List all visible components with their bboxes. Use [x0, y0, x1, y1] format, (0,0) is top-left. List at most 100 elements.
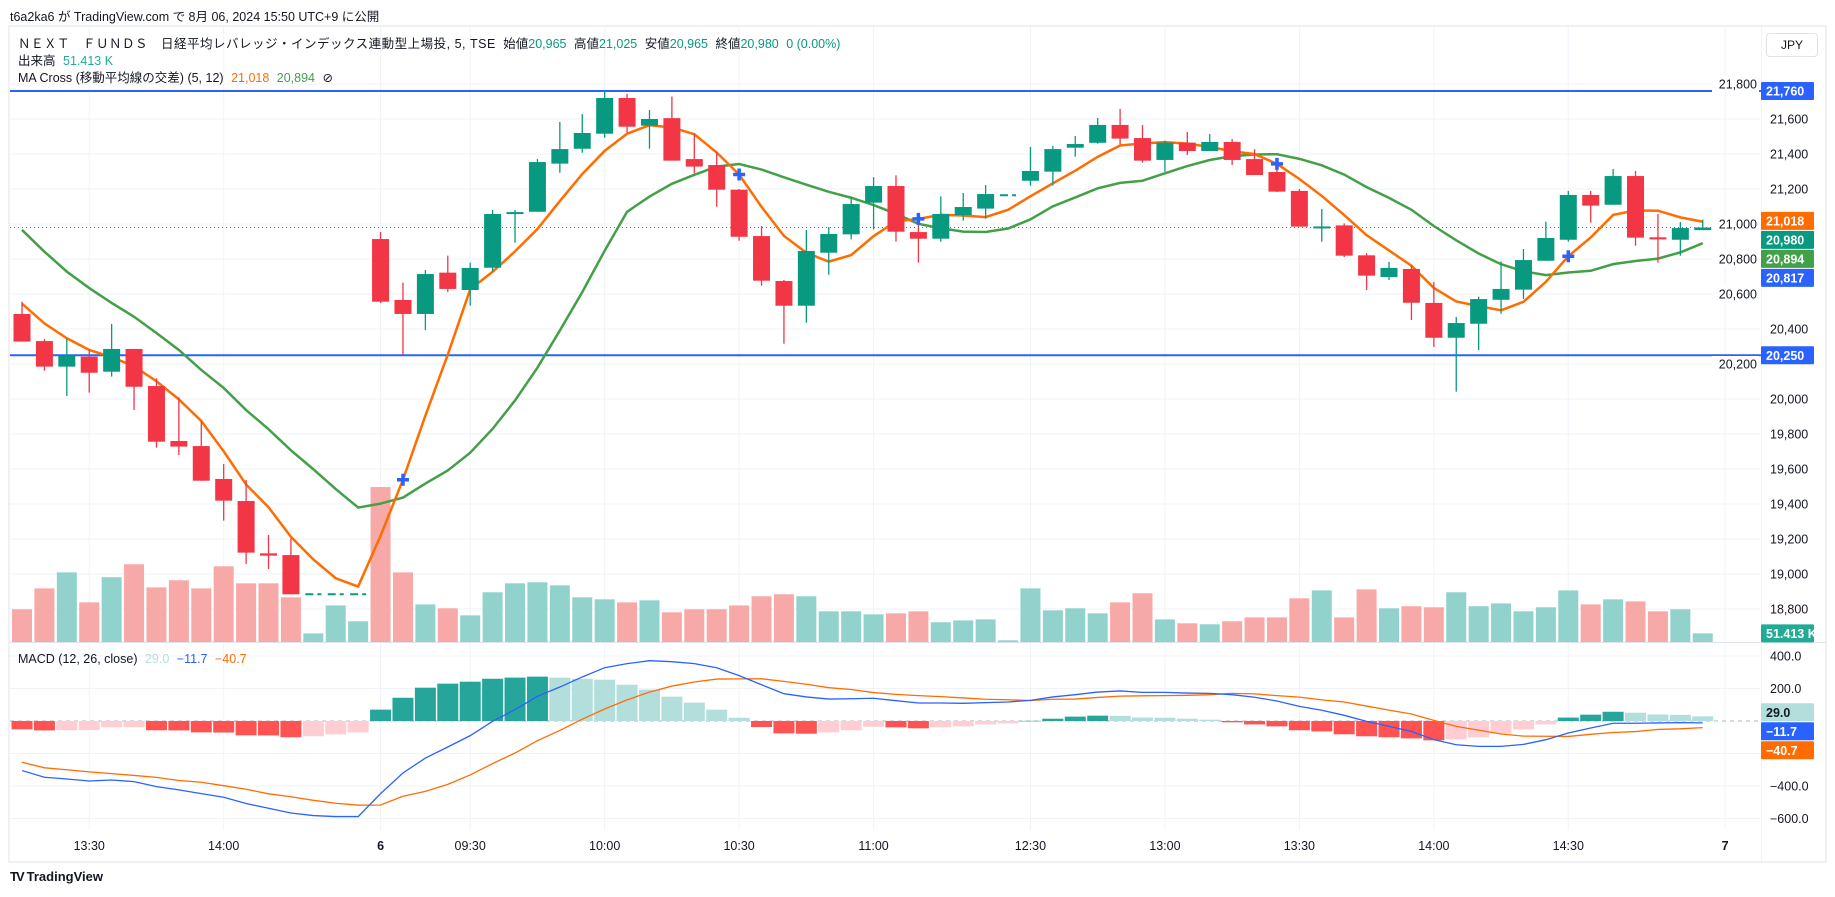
candle[interactable]	[237, 480, 255, 565]
volume-bar	[56, 572, 77, 642]
macd-axis[interactable]: 400.0 200.0 −400.0 −600.0 29.0 −11.7 −40.7	[1761, 650, 1814, 827]
candle[interactable]	[215, 463, 233, 521]
ma-cross-legend[interactable]: MA Cross (移動平均線の交差) (5, 12) 21,018 20,89…	[18, 67, 337, 86]
candle[interactable]	[596, 91, 614, 138]
candle[interactable]	[685, 133, 703, 174]
candle-body	[192, 446, 210, 481]
candle[interactable]	[1044, 145, 1062, 186]
candle[interactable]	[1649, 214, 1667, 263]
candle[interactable]	[820, 226, 838, 275]
candle[interactable]	[1223, 138, 1241, 166]
candle[interactable]	[103, 323, 121, 377]
candle[interactable]	[1290, 189, 1308, 227]
candle[interactable]	[977, 184, 995, 219]
price-tick-label: 20,800	[1719, 253, 1757, 267]
candle[interactable]	[842, 196, 860, 240]
candle[interactable]	[125, 348, 143, 411]
candle[interactable]	[282, 538, 300, 595]
candle[interactable]	[1425, 281, 1443, 348]
symbol-title[interactable]: ＮＥＸＴ ＦＵＮＤＳ 日経平均レバレッジ・インデックス連動型上場投, 5, TS…	[18, 37, 496, 51]
candle[interactable]	[170, 397, 188, 455]
candle[interactable]	[640, 110, 658, 149]
candle[interactable]	[484, 210, 502, 272]
candle[interactable]	[1447, 316, 1465, 392]
candle[interactable]	[865, 177, 883, 230]
candle[interactable]	[506, 210, 524, 243]
candle-body	[797, 250, 815, 306]
candle[interactable]	[1246, 149, 1264, 175]
candle[interactable]	[1537, 221, 1555, 261]
candle[interactable]	[1111, 109, 1129, 145]
candle-body	[640, 119, 658, 126]
candle[interactable]	[618, 93, 636, 133]
candle[interactable]	[416, 270, 434, 331]
candle[interactable]	[708, 151, 726, 207]
candle[interactable]	[1201, 134, 1219, 152]
candle[interactable]	[1313, 208, 1331, 242]
candle[interactable]	[1604, 169, 1622, 205]
candle[interactable]	[394, 282, 412, 356]
candle[interactable]	[1268, 166, 1286, 192]
candle[interactable]	[1470, 296, 1488, 350]
candle-body	[416, 274, 434, 314]
candle[interactable]	[887, 175, 905, 242]
candle[interactable]	[439, 255, 457, 293]
candle[interactable]	[753, 226, 771, 286]
candle[interactable]	[1559, 190, 1577, 242]
candle[interactable]	[1694, 219, 1712, 231]
candle-body	[1358, 255, 1376, 276]
hidden-eye-icon[interactable]: ⊘	[322, 71, 333, 85]
candle[interactable]	[1380, 261, 1398, 280]
candle[interactable]	[551, 121, 569, 173]
time-label: 14:30	[1553, 839, 1584, 853]
candle[interactable]	[461, 262, 479, 306]
time-axis[interactable]: 13:30 14:00 6 09:30 10:00 10:30 11:00 12:30 13:0…	[74, 839, 1729, 853]
candle[interactable]	[573, 114, 591, 153]
candle[interactable]	[1582, 190, 1600, 223]
candle[interactable]	[35, 338, 53, 371]
currency-button[interactable]: JPY	[1766, 33, 1818, 57]
volume-bar	[1401, 606, 1422, 642]
candle[interactable]	[730, 189, 748, 241]
candle[interactable]	[528, 159, 546, 212]
candle[interactable]	[260, 534, 278, 569]
candle[interactable]	[192, 420, 210, 481]
candle[interactable]	[1335, 223, 1353, 258]
candle[interactable]	[58, 338, 76, 397]
candle[interactable]	[1089, 117, 1107, 144]
candle[interactable]	[909, 225, 927, 263]
price-axis[interactable]: 21,800 21,600 21,400 21,200 21,000 20,800 20,6…	[1712, 27, 1817, 862]
price-pane[interactable]	[10, 90, 1761, 642]
candle[interactable]	[1402, 264, 1420, 321]
macd-line-value: −11.7	[176, 652, 208, 666]
macd-histogram-bar	[526, 676, 548, 721]
candle[interactable]	[1627, 170, 1645, 246]
candle[interactable]	[775, 280, 793, 344]
candle[interactable]	[1671, 222, 1689, 256]
candle[interactable]	[797, 229, 815, 323]
candle[interactable]	[932, 196, 950, 242]
candle[interactable]	[663, 96, 681, 161]
volume-legend[interactable]: 出来高 51.413 K	[18, 50, 117, 69]
candle[interactable]	[1134, 124, 1151, 163]
candle[interactable]	[147, 378, 165, 448]
candle[interactable]	[1514, 249, 1532, 300]
time-label: 13:30	[74, 839, 105, 853]
candle[interactable]	[1358, 253, 1376, 290]
candle[interactable]	[1021, 147, 1039, 186]
macd-histogram-bar	[706, 709, 728, 721]
candle[interactable]	[1066, 135, 1084, 157]
candle[interactable]	[1492, 261, 1510, 314]
candle-body	[1402, 268, 1420, 303]
candle[interactable]	[372, 232, 390, 304]
candle[interactable]	[1156, 140, 1174, 172]
tradingview-brand[interactable]: TV TradingView	[10, 869, 103, 884]
macd-pane[interactable]	[10, 660, 1761, 818]
candle[interactable]	[80, 350, 98, 393]
macd-histogram-bar	[11, 721, 33, 730]
macd-legend[interactable]: MACD (12, 26, close) 29.0 −11.7 −40.7	[18, 652, 251, 666]
candle[interactable]	[954, 193, 972, 221]
candle[interactable]	[1178, 131, 1196, 156]
candle[interactable]	[13, 301, 31, 342]
